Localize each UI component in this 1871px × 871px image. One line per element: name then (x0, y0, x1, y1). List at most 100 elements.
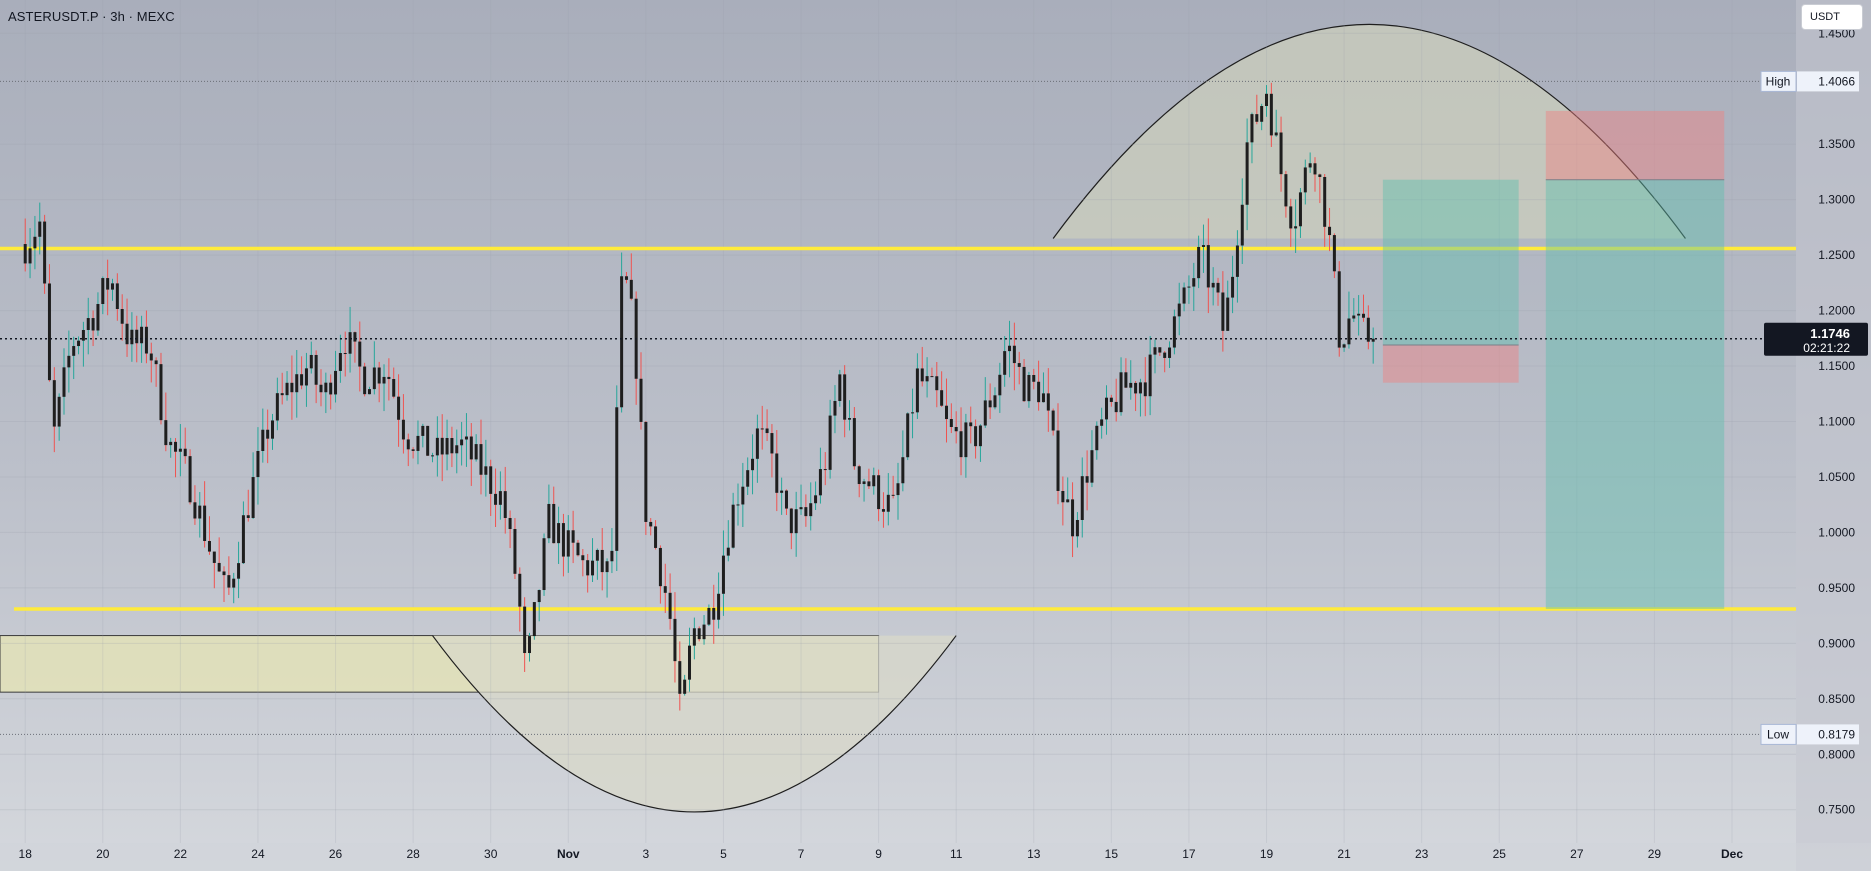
candle-body (47, 283, 51, 381)
candle-body (891, 494, 895, 496)
candle-body (702, 624, 706, 640)
candle-body (1109, 397, 1113, 402)
candle-body (969, 422, 973, 427)
x-tick-label: 22 (174, 847, 188, 861)
candle-body (62, 367, 66, 397)
candle-body (77, 340, 81, 347)
candle-body (576, 542, 580, 556)
price-axis[interactable]: 1.45001.40661.35001.30001.25001.20001.17… (1760, 0, 1871, 871)
x-tick-label: 3 (643, 847, 650, 861)
high-value: 1.4066 (1818, 74, 1855, 88)
candle-body (872, 475, 876, 487)
candle-body (799, 507, 803, 510)
candle-body (1197, 246, 1201, 279)
candle-body (367, 389, 371, 395)
high-label: High (1766, 74, 1791, 88)
candle-body (212, 551, 216, 563)
candle-body (605, 561, 609, 573)
candle-body (1255, 114, 1259, 122)
candle-body (974, 426, 978, 447)
candle-body (1192, 278, 1196, 287)
candle-body (692, 628, 696, 646)
candle-body (1260, 106, 1264, 122)
candle-body (164, 420, 168, 446)
candle-body (169, 441, 173, 446)
candle-body (469, 436, 473, 460)
candle-body (949, 419, 953, 428)
candle-body (697, 628, 701, 640)
candle-body (998, 374, 1002, 396)
candle-body (1337, 271, 1341, 348)
candle-body (877, 475, 881, 510)
candle-body (295, 374, 299, 393)
time-axis[interactable]: 18 20 22 24 26 28 30 Nov 3 5 7 9 11 13 15 17 19 21 23 25 27 2… (0, 843, 1871, 871)
candle-body (1366, 317, 1370, 342)
candle-body (28, 248, 32, 264)
candle-body (149, 353, 153, 361)
x-tick-label: 21 (1337, 847, 1351, 861)
candle-body (731, 504, 735, 548)
candle-body (1211, 282, 1215, 288)
candle-body (1022, 366, 1026, 402)
candle-body (1294, 226, 1298, 229)
candle-body (57, 396, 61, 427)
candle-body (338, 353, 342, 371)
candle-body (144, 326, 148, 354)
candle-body (1008, 345, 1012, 352)
candle-body (959, 431, 963, 458)
candle-body (1100, 419, 1104, 426)
candle-body (1347, 318, 1351, 345)
candle-body (1037, 381, 1041, 403)
candle-body (401, 419, 405, 440)
y-tick-label: 1.0000 (1818, 525, 1855, 539)
candle-body (1119, 372, 1123, 413)
x-tick-label: 25 (1493, 847, 1507, 861)
candle-body (217, 562, 221, 572)
x-tick-label: 7 (798, 847, 805, 861)
candle-body (120, 308, 124, 324)
long-position-small-stop-zone (1382, 344, 1519, 383)
candle-body (629, 279, 633, 299)
last-price-tag (1764, 322, 1868, 356)
candle-body (654, 526, 658, 548)
y-tick-label: 1.1500 (1818, 359, 1855, 373)
candle-body (1124, 372, 1128, 388)
y-tick-label: 1.1000 (1818, 415, 1855, 429)
candle-body (38, 221, 42, 237)
candle-body (1158, 347, 1162, 353)
candles-layer (23, 82, 1375, 711)
drawings-front-layer (1382, 110, 1725, 609)
candle-body (964, 422, 968, 458)
candle-body (397, 396, 401, 420)
candle-body (586, 560, 590, 576)
horizontal-levels-layer (0, 80, 1796, 735)
candle-body (1371, 338, 1375, 342)
candle-body (707, 607, 711, 625)
candle-body (1080, 476, 1084, 520)
currency-button[interactable]: USDT (1801, 4, 1863, 30)
candle-body (595, 549, 599, 561)
candle-body (848, 418, 852, 420)
candle-body (1328, 226, 1332, 236)
candle-body (241, 515, 245, 564)
candle-body (542, 538, 546, 591)
short-position-large-stop-zone (1545, 110, 1725, 180)
candle-body (717, 593, 721, 620)
candle-body (649, 521, 653, 527)
candle-body (130, 329, 134, 345)
candle-body (1017, 363, 1021, 367)
candle-body (833, 400, 837, 416)
symbol-title[interactable]: ASTERUSDT.P · 3h · MEXC (8, 9, 175, 24)
candle-body (886, 494, 890, 512)
candle-body (1298, 192, 1302, 227)
candle-body (1187, 286, 1191, 288)
candle-body (460, 439, 464, 446)
candle-body (755, 428, 759, 459)
candle-body (760, 428, 764, 430)
candle-body (954, 427, 958, 432)
candle-body (532, 602, 536, 637)
candle-body (978, 425, 982, 447)
candle-body (552, 503, 556, 544)
x-tick-label: 17 (1182, 847, 1196, 861)
